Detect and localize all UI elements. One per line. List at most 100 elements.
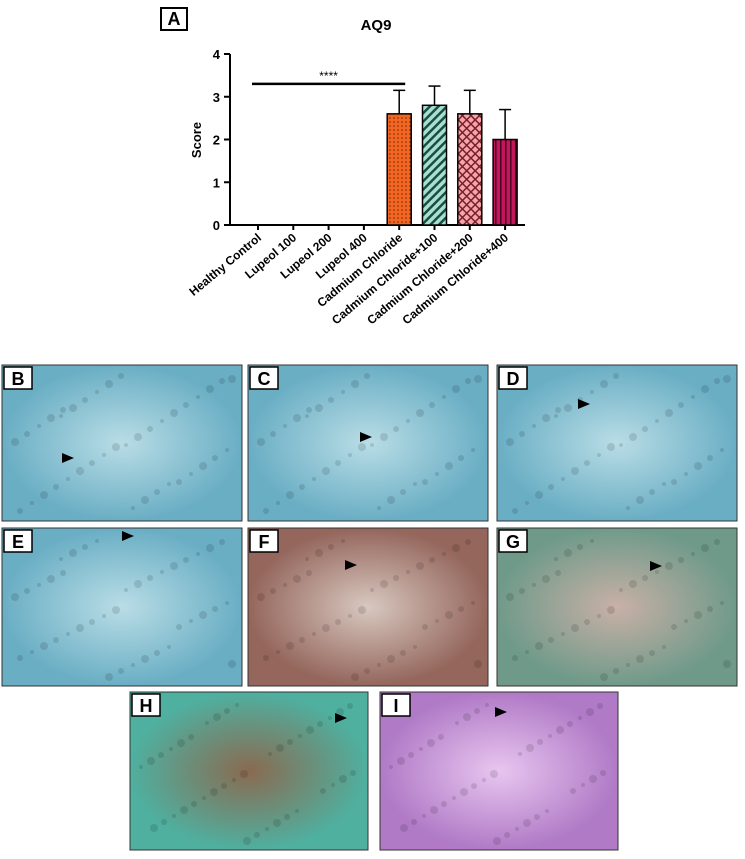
cell [463,713,471,721]
cell [53,484,59,490]
cell [535,491,543,499]
cell [254,832,260,838]
cell [320,788,326,794]
cell [270,431,276,437]
cell [430,806,438,814]
cell [471,601,475,605]
cell [523,819,531,827]
cell [112,443,120,451]
cell [532,424,536,428]
arrow-marker [335,713,347,723]
cell [512,655,518,661]
cell [452,544,460,552]
cell [678,402,684,408]
cell [124,443,128,447]
cell [69,549,77,557]
cell [102,614,106,618]
panel-label: I [393,696,398,716]
cell [335,619,341,625]
cell [347,703,353,709]
cell [131,506,135,510]
cell [422,624,428,630]
cell [322,467,330,475]
cell [59,414,63,418]
cell [720,601,724,605]
cell [684,472,688,476]
cell [196,552,200,556]
y-tick-label: 2 [213,133,220,148]
bar [421,104,448,226]
cell [411,819,417,825]
cell [589,775,597,783]
cell [561,477,565,481]
cell [619,588,623,592]
cell [276,744,284,752]
cell [380,580,388,588]
micrograph [247,364,489,522]
cell [597,453,601,457]
panel-label-box [3,366,33,390]
cell [335,460,341,466]
cell [191,801,197,807]
cell [584,619,590,625]
panel-label: D [507,369,520,389]
cell [397,757,405,765]
cell [422,479,428,485]
cell [89,460,95,466]
cell [76,624,84,632]
cell [60,570,66,576]
cell [567,721,573,727]
cell [474,660,482,668]
cell [642,575,648,581]
arrow-marker [650,561,662,571]
cell [102,453,106,457]
cell [701,385,709,393]
cell [141,655,149,663]
cell [655,419,659,423]
cell [82,544,88,550]
cell [600,673,608,681]
bar [492,138,518,226]
cell [671,624,677,630]
cell [112,606,120,614]
cell [243,837,251,845]
cell [691,395,695,399]
cell [47,575,55,583]
cell [69,404,77,412]
cell [299,637,305,643]
cell [613,373,619,379]
cell [188,734,194,740]
cell [607,606,615,614]
cell [315,404,323,412]
cell [305,414,309,418]
cell [387,496,395,504]
cell [212,606,218,612]
cell [95,539,99,543]
cell [17,655,23,661]
cell [519,431,525,437]
panel-label: E [12,532,24,552]
panel-label-box [381,693,411,717]
cell [600,380,608,388]
cell [452,796,456,800]
cell [427,739,435,747]
cell [228,660,236,668]
cell [564,549,572,557]
cell [189,472,193,476]
cell [235,703,239,707]
cell [723,375,731,383]
cell [60,407,66,413]
cell [76,467,84,475]
cell [665,409,673,417]
cell [701,544,709,552]
cell [286,491,294,499]
cell [662,645,666,649]
cell [597,703,603,709]
cell [408,752,414,758]
cell [465,539,471,545]
cell [212,455,218,461]
arrow-marker [345,560,357,570]
panel-label: B [12,369,25,389]
cell [377,663,381,667]
cell [328,716,332,720]
